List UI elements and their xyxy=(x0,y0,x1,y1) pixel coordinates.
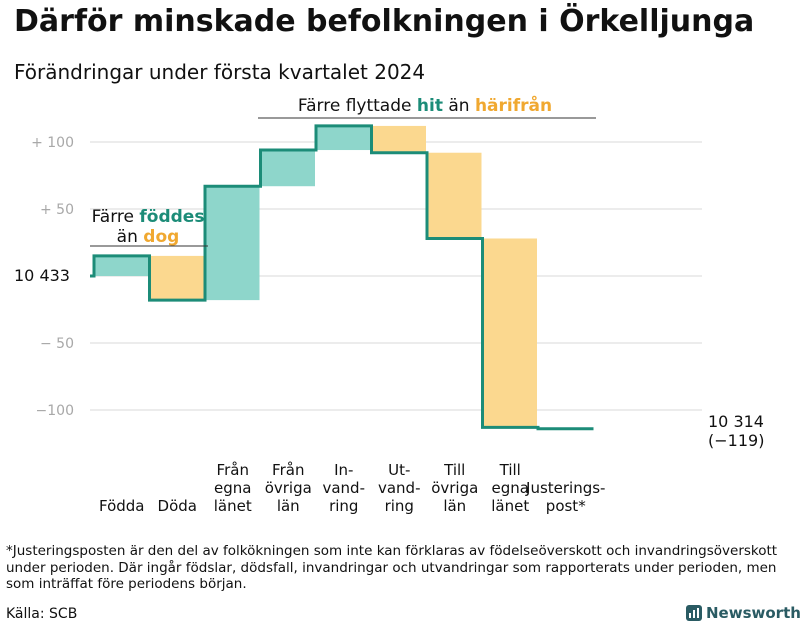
bar-till-övriga-län xyxy=(428,152,482,239)
bar-ut-vand-ring xyxy=(372,125,426,153)
category-label: Ut- xyxy=(388,461,410,479)
category-label: Från xyxy=(272,461,304,479)
category-label: egna xyxy=(492,479,529,497)
end-change-label: (−119) xyxy=(708,431,764,450)
chart-subtitle: Förändringar under första kvartalet 2024 xyxy=(14,60,426,84)
category-label: länet xyxy=(491,497,529,515)
y-tick-label: + 100 xyxy=(31,135,74,151)
category-label: övriga xyxy=(431,479,478,497)
annotation-highlight: dog xyxy=(143,227,179,247)
category-label: län xyxy=(277,497,300,515)
bar-in-vand-ring xyxy=(317,125,371,151)
source-label: Källa: SCB xyxy=(6,606,78,622)
category-label: egna xyxy=(214,479,251,497)
category-label: län xyxy=(443,497,466,515)
bar-till-egna-länet xyxy=(483,238,537,428)
bar-från-övriga-län xyxy=(261,150,315,187)
y-tick-label: − 50 xyxy=(40,336,74,352)
category-label: Döda xyxy=(158,497,197,515)
category-label: övriga xyxy=(265,479,312,497)
newsworthy-logo-icon xyxy=(686,605,702,621)
category-label: vand- xyxy=(378,479,421,497)
bar-döda xyxy=(150,255,204,301)
category-label: ring xyxy=(385,497,414,515)
annotation-births-line2: än dog xyxy=(117,227,180,247)
category-label: Födda xyxy=(99,497,145,515)
waterfall-chart: + 100 + 50 − 50 −100 10 433 10 314(−119) Födda… xyxy=(14,94,764,515)
start-value-label: 10 433 xyxy=(14,266,70,285)
annotation-highlight: föddes xyxy=(139,207,204,227)
annotation-text: än xyxy=(117,227,144,247)
category-label: In- xyxy=(334,461,353,479)
annotation-text: härifrån xyxy=(475,94,552,116)
annotation-text: Färre xyxy=(92,207,140,227)
annotation-text: hit xyxy=(417,96,443,116)
category-label: ring xyxy=(329,497,358,515)
bar-från-egna-länet xyxy=(206,186,260,301)
category-label: post* xyxy=(546,497,586,515)
category-label: Från xyxy=(217,461,249,479)
category-label: Till xyxy=(499,461,521,479)
newsworthy-logo-text: Newsworthy xyxy=(706,604,800,622)
newsworthy-logo: Newsworthy xyxy=(686,604,800,622)
bar-födda xyxy=(95,255,149,276)
category-label: länet xyxy=(214,497,252,515)
annotation-text: Färre flyttade xyxy=(298,96,417,116)
annotation-migration: Färre flyttade hit än härifrån xyxy=(298,94,552,116)
y-tick-label: + 50 xyxy=(40,202,74,218)
annotation-text: än xyxy=(443,96,475,116)
footnote: *Justeringsposten är den del av folkökni… xyxy=(6,543,778,592)
annotation-births-line1: Färre föddes xyxy=(92,207,205,227)
end-value-label: 10 314 xyxy=(708,412,764,431)
y-tick-label: −100 xyxy=(36,403,74,419)
category-label: vand- xyxy=(322,479,365,497)
category-label: Justerings- xyxy=(525,479,605,497)
chart-title: Därför minskade befolkningen i Örkelljun… xyxy=(14,4,755,39)
category-label: Till xyxy=(443,461,465,479)
cumulative-step-line xyxy=(90,124,594,431)
